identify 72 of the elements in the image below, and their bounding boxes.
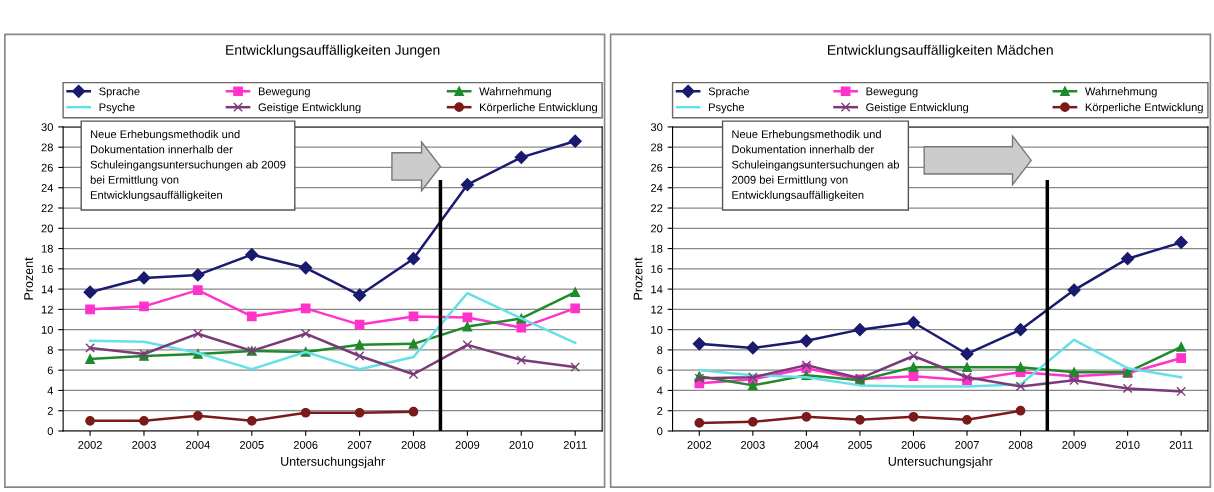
- y-tick-label: 8: [657, 346, 663, 355]
- x-tick-label: 2011: [1169, 441, 1193, 449]
- y-tick-label: 10: [41, 325, 53, 334]
- chart-title: Entwicklungsauffälligkeiten Jungen: [226, 44, 440, 58]
- y-axis-title: Prozent: [24, 257, 34, 300]
- y-tick-label: 22: [41, 204, 53, 213]
- legend-label: Körperliche Entwicklung: [480, 103, 597, 114]
- y-tick-label: 28: [41, 143, 53, 152]
- x-axis-title: Untersuchungsjahr: [888, 456, 993, 469]
- y-tick-label: 10: [651, 325, 663, 334]
- annotation: Neue Erhebungsmethodik und Dokumentation innerhalb der Schuleingangsuntersuchungen ab 2009 bei Ermittlung von Entwicklungsauffälligkeiten: [731, 129, 900, 202]
- y-tick-label: 20: [41, 224, 53, 233]
- y-tick-label: 24: [651, 184, 663, 192]
- y-tick-label: 26: [41, 163, 53, 172]
- x-tick-label: 2002: [687, 441, 712, 449]
- y-tick-label: 14: [651, 285, 663, 294]
- y-tick-label: 20: [651, 224, 663, 233]
- x-axis-title: Untersuchungsjahr: [281, 456, 385, 469]
- y-tick-label: 28: [651, 143, 663, 152]
- x-tick-label: 2005: [239, 441, 264, 449]
- y-tick-label: 14: [41, 285, 54, 294]
- x-tick-label: 2011: [563, 441, 587, 449]
- annotation: Neue Erhebungsmethodik und Dokumentation innerhalb der Schuleingangsuntersuchungen ab 2009 bei Ermittlung von Entwicklungsauffälligkeiten: [90, 129, 286, 202]
- x-tick-label: 2007: [347, 441, 372, 449]
- x-tick-label: 2006: [901, 441, 926, 449]
- legend-label: Bewegung: [866, 87, 918, 98]
- chart-title: Entwicklungsauffälligkeiten Mädchen: [828, 44, 1053, 58]
- y-tick-label: 4: [656, 386, 663, 395]
- y-tick-label: 26: [651, 163, 663, 172]
- y-tick-label: 0: [47, 427, 53, 436]
- legend-label: Bewegung: [258, 87, 310, 98]
- legend-label: Körperliche Entwicklung: [1085, 103, 1203, 114]
- y-tick-label: 0: [657, 427, 663, 436]
- y-tick-label: 24: [41, 184, 54, 192]
- legend-label: Geistige Entwicklung: [258, 103, 361, 114]
- x-tick-label: 2010: [509, 441, 534, 449]
- y-tick-label: 2: [47, 406, 53, 415]
- y-tick-label: 30: [650, 123, 663, 132]
- y-tick-label: 18: [41, 244, 53, 253]
- x-tick-label: 2003: [132, 441, 156, 449]
- y-axis-title: Prozent: [633, 257, 643, 300]
- x-tick-label: 2010: [1115, 441, 1140, 449]
- y-tick-label: 6: [657, 366, 663, 375]
- legend-label: Geistige Entwicklung: [866, 103, 969, 114]
- y-tick-label: 4: [47, 386, 54, 395]
- legend-label: Psyche: [709, 103, 745, 114]
- x-tick-label: 2009: [455, 441, 480, 449]
- y-tick-label: 6: [47, 366, 53, 375]
- y-tick-label: 2: [657, 406, 663, 415]
- x-tick-label: 2008: [1008, 441, 1033, 449]
- y-tick-label: 8: [47, 346, 53, 355]
- legend-label: Wahrnehmung: [479, 87, 551, 98]
- y-tick-label: 30: [41, 123, 53, 132]
- x-tick-label: 2004: [186, 441, 210, 449]
- y-tick-label: 18: [651, 244, 663, 253]
- y-tick-label: 22: [651, 204, 663, 213]
- legend-label: Sprache: [99, 87, 140, 98]
- x-tick-label: 2003: [741, 441, 765, 449]
- x-tick-label: 2005: [848, 441, 872, 449]
- x-tick-label: 2007: [955, 441, 979, 449]
- legend-label: Wahrnehmung: [1084, 87, 1157, 98]
- y-tick-label: 12: [651, 305, 663, 314]
- y-tick-label: 12: [41, 305, 53, 314]
- x-tick-label: 2009: [1062, 441, 1086, 449]
- x-tick-label: 2002: [78, 441, 102, 449]
- legend-label: Sprache: [708, 87, 749, 98]
- legend-label: Psyche: [99, 103, 135, 114]
- y-tick-label: 16: [651, 265, 663, 273]
- y-tick-label: 16: [41, 265, 53, 273]
- x-tick-label: 2006: [293, 441, 318, 449]
- x-tick-label: 2008: [401, 441, 426, 449]
- x-tick-label: 2004: [794, 441, 819, 449]
